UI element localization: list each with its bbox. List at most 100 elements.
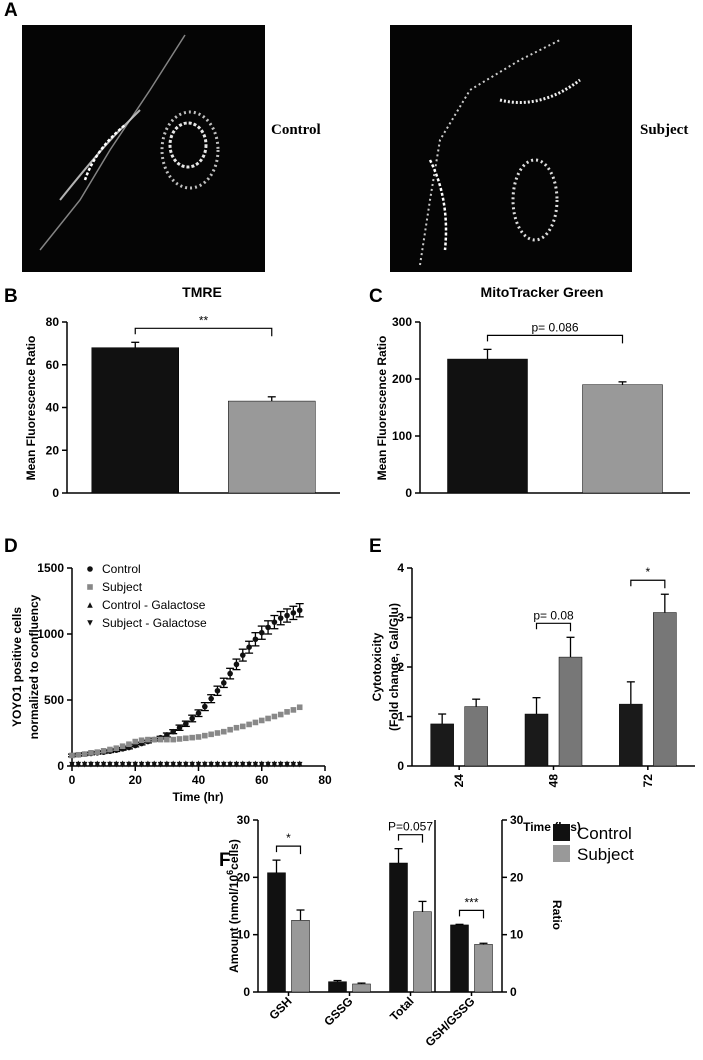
y-tick-label: 20: [46, 443, 60, 457]
data-point: [119, 761, 126, 768]
bar: [464, 706, 488, 767]
data-point: [176, 761, 183, 768]
annotation: p= 0.086: [531, 320, 578, 334]
data-point: [145, 736, 151, 743]
legend-swatch: [553, 824, 570, 841]
data-point: [132, 761, 139, 768]
significance-bracket: [630, 579, 666, 589]
x-tick-label: 48: [547, 774, 561, 788]
x-tick-label: 20: [129, 773, 143, 787]
data-point: [100, 748, 107, 754]
data-point: [195, 761, 202, 768]
y-tick-label: 200: [392, 372, 412, 386]
data-point: [214, 730, 221, 736]
x-axis-label: Time (hrs): [523, 820, 581, 834]
data-point: [202, 732, 208, 739]
y-tick-label: 1000: [37, 627, 64, 641]
chart-title: MitoTracker Green: [481, 284, 604, 300]
image-label: Control: [271, 122, 321, 138]
data-point: [296, 704, 303, 711]
legend-label: Subject: [577, 845, 634, 864]
data-point: [277, 711, 284, 718]
y-axis-label: Amount (nmol/106cells): [225, 839, 241, 973]
y2-axis-label: Ratio: [550, 900, 564, 930]
legend-label: Subject - Galactose: [102, 616, 207, 630]
y-tick-label: 0: [397, 759, 404, 773]
y-tick-label: 0: [52, 486, 59, 500]
data-point: [138, 737, 145, 744]
data-point: [258, 761, 265, 768]
bar: [447, 358, 528, 494]
y-tick-label: 0: [57, 759, 64, 773]
y-axis-label: Mean Fluorescence Ratio: [375, 336, 389, 481]
bar: [619, 703, 643, 767]
data-point: [221, 680, 227, 686]
data-point: [296, 761, 303, 768]
data-point: [151, 736, 158, 743]
panel-label: C: [369, 286, 383, 307]
data-point: [88, 761, 94, 768]
bar: [524, 713, 549, 767]
data-point: [214, 761, 221, 768]
bar: [450, 924, 469, 993]
y-axis-label: YOYO1 positive cells: [10, 607, 24, 727]
legend-marker: [87, 566, 93, 572]
x-tick-label: 24: [452, 774, 466, 788]
data-point: [170, 736, 176, 743]
data-point: [208, 695, 214, 702]
significance-bracket: [458, 909, 485, 919]
data-point: [132, 738, 139, 745]
x-tick-label: 0: [69, 773, 76, 787]
y-axis-label-part: Amount (nmol/10: [227, 875, 241, 973]
y-tick-label: 60: [46, 358, 60, 372]
legend-label: Control: [577, 824, 632, 843]
bar: [389, 862, 408, 993]
data-point: [145, 761, 151, 768]
data-point: [189, 715, 195, 722]
significance-bracket: [535, 622, 572, 632]
annotation: *: [645, 565, 650, 579]
data-point: [246, 721, 252, 728]
x-tick-label: GSSG: [321, 994, 355, 1028]
y-tick-label: 40: [46, 401, 60, 415]
data-point: [164, 732, 170, 738]
image-label: Subject: [640, 122, 688, 138]
panel-label: B: [4, 286, 18, 307]
data-point: [227, 761, 233, 768]
data-point: [239, 723, 246, 730]
data-point: [189, 761, 195, 768]
data-point: [170, 761, 176, 768]
y2-tick-label: 20: [510, 870, 524, 884]
y-axis-label: Cytotoxicity: [370, 632, 384, 701]
data-point: [290, 707, 297, 713]
y-tick-label: 0: [405, 486, 412, 500]
y-tick-label: 1500: [37, 561, 64, 575]
data-point: [233, 761, 240, 768]
data-point: [271, 619, 278, 625]
y-axis-label: (Fold change, Gal/Glu): [387, 603, 401, 731]
x-tick-label: 80: [318, 773, 332, 787]
data-point: [195, 734, 202, 740]
x-tick-label: 60: [255, 773, 269, 787]
x-tick-label: 40: [192, 773, 206, 787]
bar: [413, 911, 432, 993]
data-point: [170, 728, 176, 735]
data-point: [157, 761, 164, 768]
data-point: [208, 731, 214, 738]
data-point: [252, 719, 259, 726]
data-point: [227, 670, 233, 677]
data-point: [69, 752, 75, 759]
panel-label: A: [4, 0, 18, 21]
legend-label: Control - Galactose: [102, 598, 206, 612]
x-tick-label: Total: [387, 994, 417, 1024]
micrograph-subject: [390, 25, 632, 272]
data-point: [239, 652, 246, 658]
y2-tick-label: 30: [510, 813, 524, 827]
legend-swatch: [553, 845, 570, 862]
bar: [291, 920, 310, 993]
data-point: [94, 761, 101, 768]
legend-marker: [87, 602, 93, 608]
data-point: [239, 761, 246, 768]
data-point: [208, 761, 214, 768]
